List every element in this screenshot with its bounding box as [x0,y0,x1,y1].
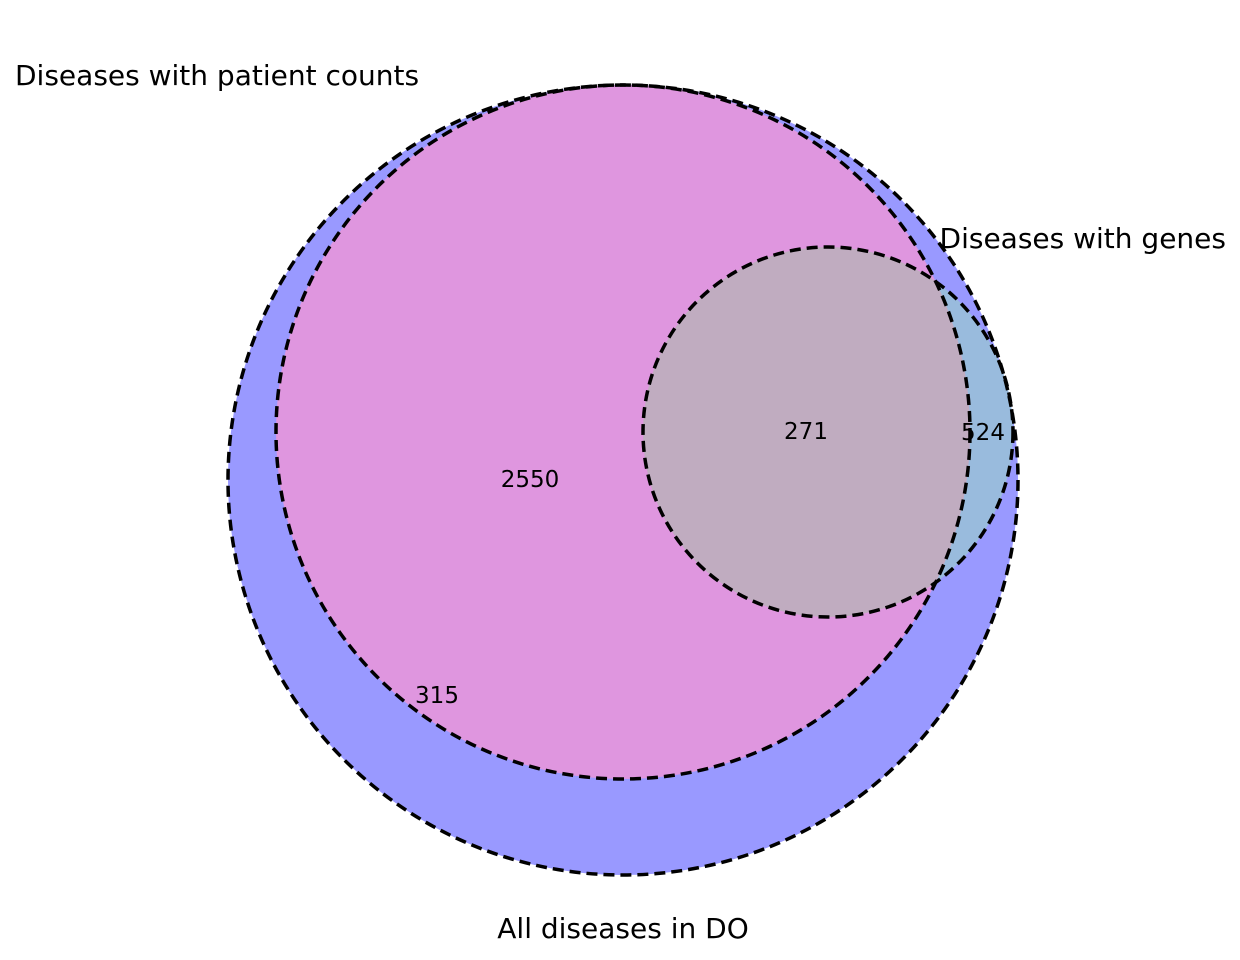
patient-counts-set-label: Diseases with patient counts [15,59,419,92]
genes-circle-outline [641,245,1015,619]
overlap-region-fill [643,247,970,617]
genes-set-label: Diseases with genes [940,222,1226,255]
patient-and-genes-count: 271 [784,419,828,445]
patient-counts-circle-outline [274,83,972,781]
patient-only-count: 2550 [501,467,560,493]
do-only-count: 315 [415,683,459,709]
genes-only-count: 524 [961,420,1005,446]
all-do-set-label: All diseases in DO [497,912,748,945]
